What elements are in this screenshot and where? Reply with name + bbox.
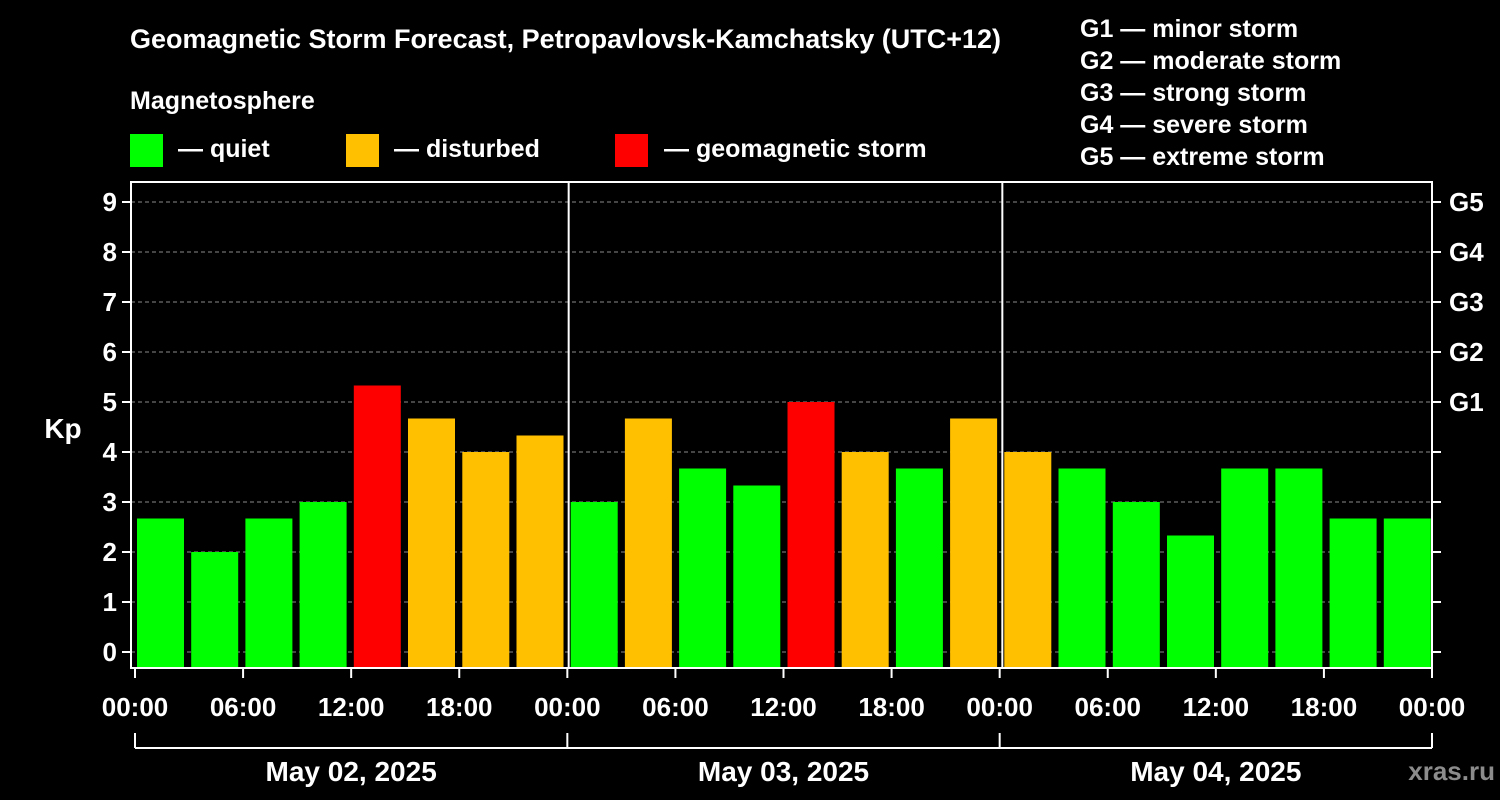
kp-bar-22 xyxy=(1329,518,1377,668)
legend-title: Magnetosphere xyxy=(130,87,315,115)
kp-bar-16 xyxy=(1004,452,1052,668)
chart-title: Geomagnetic Storm Forecast, Petropavlovs… xyxy=(130,24,1001,54)
x-tick-label-9: 06:00 xyxy=(1075,692,1142,722)
legend-label-disturbed: — disturbed xyxy=(394,135,540,163)
kp-bar-11 xyxy=(733,485,781,668)
kp-bar-1 xyxy=(191,552,239,668)
right-axis-label-g1: G1 xyxy=(1449,387,1484,417)
right-axis-label-g4: G4 xyxy=(1449,237,1484,267)
legend-swatch-storm xyxy=(615,134,648,167)
y-tick-label-8: 8 xyxy=(103,237,117,267)
legend-label-quiet: — quiet xyxy=(178,135,270,163)
right-axis-label-g5: G5 xyxy=(1449,187,1484,217)
x-tick-label-2: 12:00 xyxy=(318,692,385,722)
kp-bar-7 xyxy=(516,435,564,668)
storm-scale-g2: G2 — moderate storm xyxy=(1080,47,1341,75)
legend: — quiet — disturbed — geomagnetic storm xyxy=(130,134,927,167)
storm-scale-g3: G3 — strong storm xyxy=(1080,79,1306,107)
axes xyxy=(122,181,1441,749)
day-label-0: May 02, 2025 xyxy=(266,756,437,787)
storm-scale-g4: G4 — severe storm xyxy=(1080,111,1308,139)
kp-bar-12 xyxy=(787,402,835,668)
kp-bar-0 xyxy=(137,518,184,668)
y-axis-label: Kp xyxy=(44,413,81,444)
y-tick-label-2: 2 xyxy=(103,537,117,567)
x-tick-label-1: 06:00 xyxy=(210,692,277,722)
y-tick-label-3: 3 xyxy=(103,487,117,517)
kp-bar-20 xyxy=(1221,468,1269,668)
y-tick-label-5: 5 xyxy=(103,387,117,417)
x-tick-label-5: 06:00 xyxy=(642,692,709,722)
x-tick-label-0: 00:00 xyxy=(102,692,169,722)
kp-bar-3 xyxy=(299,502,347,668)
legend-swatch-disturbed xyxy=(346,134,379,167)
x-tick-label-8: 00:00 xyxy=(966,692,1033,722)
kp-bar-18 xyxy=(1112,502,1160,668)
kp-bar-21 xyxy=(1275,468,1323,668)
legend-label-storm: — geomagnetic storm xyxy=(664,135,927,163)
day-label-1: May 03, 2025 xyxy=(698,756,869,787)
watermark: xras.ru xyxy=(1408,756,1495,786)
kp-bar-4 xyxy=(353,385,401,668)
legend-swatch-quiet xyxy=(130,134,163,167)
x-tick-label-4: 00:00 xyxy=(534,692,601,722)
x-tick-label-10: 12:00 xyxy=(1183,692,1250,722)
right-axis-label-g2: G2 xyxy=(1449,337,1484,367)
x-tick-label-7: 18:00 xyxy=(858,692,925,722)
plot-frame xyxy=(130,181,1433,669)
kp-bar-5 xyxy=(408,418,455,668)
x-tick-label-11: 18:00 xyxy=(1291,692,1358,722)
storm-scale-g5: G5 — extreme storm xyxy=(1080,143,1325,171)
kp-bar-13 xyxy=(841,452,889,668)
x-tick-label-6: 12:00 xyxy=(750,692,817,722)
x-tick-label-3: 18:00 xyxy=(426,692,493,722)
y-tick-label-0: 0 xyxy=(103,637,117,667)
bars xyxy=(137,385,1431,668)
storm-scale-g1: G1 — minor storm xyxy=(1080,15,1298,43)
kp-bar-15 xyxy=(950,418,998,668)
day-label-2: May 04, 2025 xyxy=(1130,756,1301,787)
y-tick-label-1: 1 xyxy=(103,587,117,617)
axis-labels: 0 1 2 3 4 5 6 7 8 9 G1 G2 G3 G4 G5 00:00 06:00 12:00 18:00… xyxy=(102,187,1484,787)
kp-bar-14 xyxy=(895,468,943,668)
x-tick-label-12: 00:00 xyxy=(1399,692,1466,722)
kp-bar-23 xyxy=(1383,518,1431,668)
kp-bar-9 xyxy=(624,418,672,668)
kp-bar-17 xyxy=(1058,468,1106,668)
kp-bar-6 xyxy=(462,452,510,668)
storm-scale-legend: G1 — minor storm G2 — moderate storm G3 … xyxy=(1080,15,1341,171)
y-tick-label-6: 6 xyxy=(103,337,117,367)
right-axis-label-g3: G3 xyxy=(1449,287,1484,317)
y-tick-label-7: 7 xyxy=(103,287,117,317)
kp-bar-8 xyxy=(570,502,618,668)
kp-bar-2 xyxy=(245,518,293,668)
kp-bar-10 xyxy=(679,468,727,668)
kp-bar-19 xyxy=(1167,535,1214,668)
y-tick-label-4: 4 xyxy=(103,437,118,467)
y-tick-label-9: 9 xyxy=(103,187,117,217)
